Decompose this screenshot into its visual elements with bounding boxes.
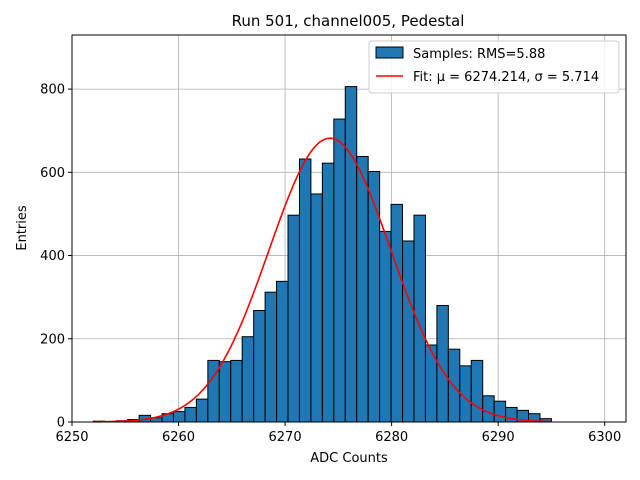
x-tick-label: 6300 — [588, 430, 621, 445]
histogram-bar — [470, 359, 484, 423]
x-axis-label: ADC Counts — [310, 451, 388, 466]
histogram-bar — [367, 170, 381, 423]
x-axis-ticks: 6250 6260 6270 6280 6290 6300 — [55, 422, 621, 445]
histogram-bar — [390, 203, 404, 423]
legend-samples-swatch — [375, 46, 404, 59]
histogram-bar — [321, 162, 335, 423]
histogram-bar — [356, 156, 369, 423]
y-axis-label: Entries — [15, 205, 30, 251]
x-tick-label: 6290 — [482, 430, 515, 445]
histogram-bar — [264, 291, 278, 423]
legend: Samples: RMS=5.88 Fit: μ = 6274.214, σ =… — [368, 40, 620, 94]
histogram-bar — [310, 193, 323, 423]
legend-samples-label: Samples: RMS=5.88 — [413, 47, 545, 62]
x-tick-label: 6270 — [269, 430, 302, 445]
histogram-bar — [253, 309, 266, 423]
x-tick-label: 6250 — [55, 430, 88, 445]
histogram-bar — [493, 400, 507, 423]
y-tick-label: 600 — [40, 166, 65, 181]
histogram-bar — [241, 336, 255, 423]
legend-box — [368, 40, 620, 94]
histogram-bar — [230, 359, 243, 423]
histogram-bar — [379, 230, 392, 423]
histogram-bar — [333, 118, 346, 423]
histogram-bar — [298, 158, 312, 423]
histogram-bars — [92, 86, 552, 423]
y-axis-ticks: 0 200 400 600 800 — [40, 83, 72, 431]
y-tick-label: 200 — [40, 332, 65, 347]
y-tick-label: 0 — [57, 416, 65, 431]
histogram-bar — [402, 240, 415, 423]
histogram-bar — [276, 280, 289, 423]
histogram-bar — [172, 411, 186, 423]
legend-fit-label: Fit: μ = 6274.214, σ = 5.714 — [413, 70, 599, 85]
x-tick-label: 6280 — [375, 430, 408, 445]
histogram-bar — [287, 214, 300, 423]
histogram-bar — [482, 395, 495, 423]
histogram-bar — [184, 406, 197, 423]
chart-title: Run 501, channel005, Pedestal — [232, 12, 465, 30]
y-tick-label: 400 — [40, 249, 65, 264]
histogram-bar — [218, 361, 232, 423]
x-tick-label: 6260 — [162, 430, 195, 445]
histogram-bar — [344, 86, 358, 423]
histogram-bar — [195, 398, 209, 423]
gaussian-fit-line — [93, 137, 552, 423]
plot-frame — [71, 34, 627, 423]
y-tick-label: 800 — [40, 83, 65, 98]
histogram-bar — [424, 344, 438, 423]
